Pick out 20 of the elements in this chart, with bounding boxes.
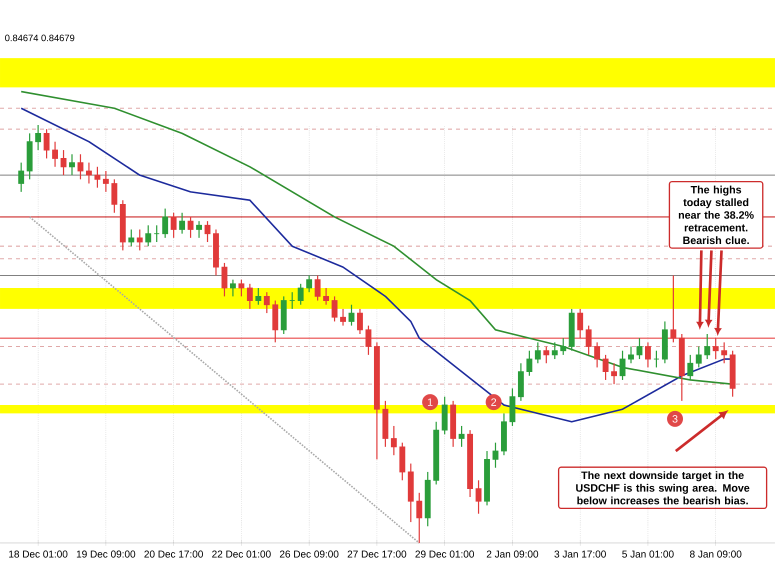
x-tick-label: 18 Dec 01:00	[9, 550, 68, 558]
annotation: The highs today stalled near the 38.2% retracement. Bearish clue.	[678, 186, 754, 244]
x-tick-label: 26 Dec 09:00	[280, 550, 338, 558]
annotation: 2	[491, 398, 496, 406]
annotation: The next downside target in the USDCHF is this swing area. Move below increases the bearish bias.	[576, 471, 750, 504]
x-tick-label: 8 Jan 09:00	[690, 550, 742, 558]
candlestick	[154, 224, 160, 243]
x-tick-label: 27 Dec 17:00	[348, 550, 406, 558]
x-tick-label: 3 Jan 17:00	[554, 550, 606, 558]
text: 0.84674 0.84679	[5, 34, 74, 42]
annotation: 3	[672, 415, 678, 423]
x-tick-label: 29 Dec 01:00	[415, 550, 474, 558]
x-tick-label: 2 Jan 09:00	[486, 550, 538, 558]
x-tick-label: 5 Jan 01:00	[622, 550, 674, 558]
candlestick	[653, 350, 660, 368]
candlestick	[289, 292, 296, 310]
x-tick-label: 22 Dec 01:00	[212, 550, 271, 558]
x-tick-label: 20 Dec 17:00	[144, 550, 203, 558]
x-tick-label: 19 Dec 09:00	[76, 550, 136, 558]
annotation: 1	[428, 398, 433, 406]
